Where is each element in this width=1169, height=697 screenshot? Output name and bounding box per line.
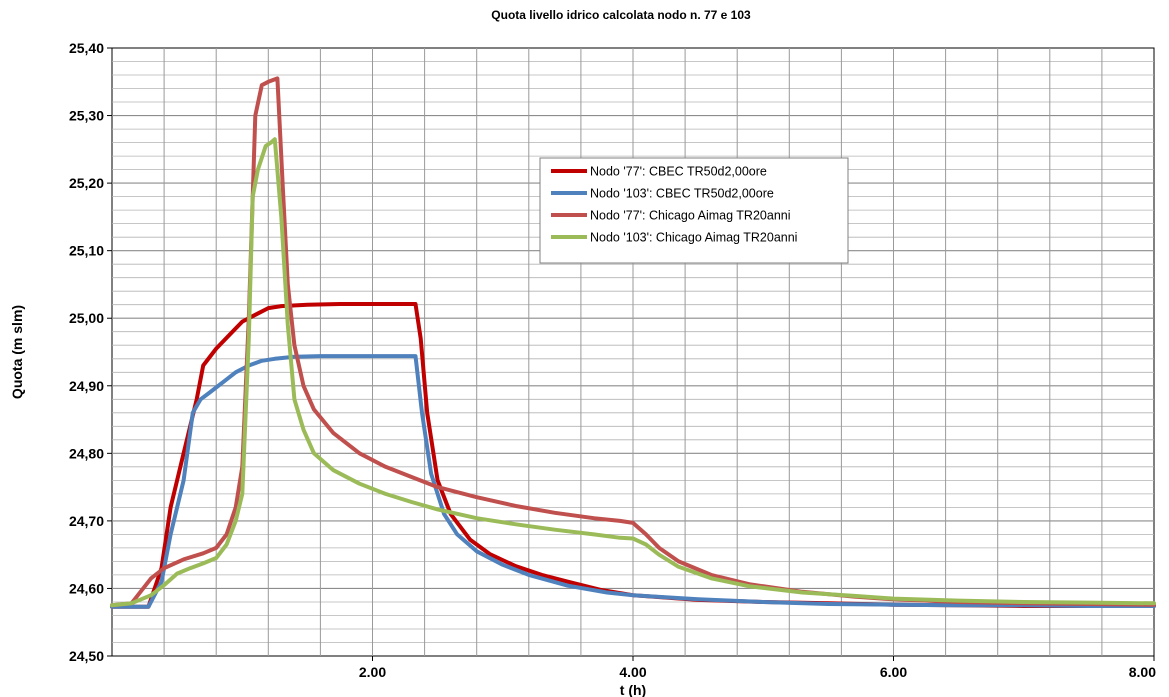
x-tick-label: 2.00 [359, 664, 386, 680]
chart-title: Quota livello idrico calcolata nodo n. 7… [491, 8, 751, 22]
y-axis-ticks: 24,50 24,60 24,70 24,80 24,90 25,00 25,10 25,20… [69, 40, 112, 664]
legend-label-2: Nodo '103': CBEC TR50d2,00ore [590, 187, 774, 201]
legend-label-4: Nodo '103': Chicago Aimag TR20anni [590, 231, 797, 245]
series-line-2 [110, 354, 1156, 609]
y-tick-label: 25,40 [69, 40, 104, 56]
y-tick-label: 25,00 [69, 310, 104, 326]
y-tick-label: 24,90 [69, 378, 104, 394]
y-tick-label: 24,80 [69, 445, 104, 461]
legend: Nodo '77': CBEC TR50d2,00ore Nodo '103': … [539, 157, 849, 264]
y-tick-label: 25,20 [69, 175, 104, 191]
y-axis-label: Quota (m slm) [9, 305, 25, 399]
legend-items: Nodo '77': CBEC TR50d2,00ore Nodo '103': … [551, 165, 797, 245]
y-tick-label: 25,10 [69, 243, 104, 259]
plot-area [110, 47, 1156, 657]
x-axis-label: t (h) [620, 682, 646, 697]
x-tick-label: 4.00 [619, 664, 646, 680]
legend-label-3: Nodo '77': Chicago Aimag TR20anni [590, 209, 791, 223]
series-line-4 [110, 137, 1156, 608]
x-tick-label: 8.00 [1129, 664, 1156, 680]
y-tick-label: 24,60 [69, 580, 104, 596]
grid-lines [112, 48, 1154, 656]
x-axis-ticks: 2.00 4.00 6.00 8.00 [359, 656, 1156, 680]
y-tick-label: 24,50 [69, 648, 104, 664]
series-layer [110, 76, 1156, 609]
legend-box [539, 157, 849, 264]
y-tick-label: 24,70 [69, 513, 104, 529]
x-tick-label: 6.00 [880, 664, 907, 680]
y-tick-label: 25,30 [69, 108, 104, 124]
legend-label-1: Nodo '77': CBEC TR50d2,00ore [590, 165, 767, 179]
